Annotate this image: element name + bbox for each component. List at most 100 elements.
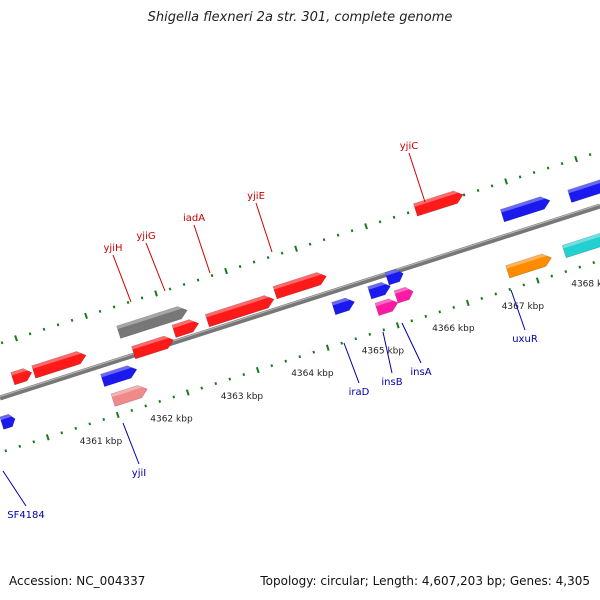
lower-gene-arrow[interactable] [367,280,393,300]
ruler-minor-tick [308,242,312,246]
ruler-minor-tick [476,188,480,192]
upper-gene-arrow[interactable] [567,169,600,203]
gene-arrow-body [131,335,174,360]
lower-gene-arrow[interactable] [384,267,405,286]
lower-gene-arrow[interactable] [100,363,139,387]
ruler-major-tick [535,277,540,284]
ruler-minor-tick [98,309,102,313]
gene-label-yjii[interactable]: yjiI [132,468,146,479]
ruler-minor-tick [490,184,494,188]
ruler-minor-tick [214,382,218,386]
ruler-minor-tick [56,323,60,327]
lower-gene-leader-line [401,322,422,364]
ruler-minor-tick [298,355,302,359]
gene-label-yjih[interactable]: yjiH [104,243,123,254]
upper-gene-arrow[interactable] [171,317,201,338]
gene-arrow-body [31,351,87,379]
gene-label-sf4184[interactable]: SF4184 [7,510,45,521]
gene-arrow-highlight [0,414,12,421]
ruler-minor-tick [228,377,232,381]
upper-gene-arrow[interactable] [499,194,552,223]
ruler-minor-tick [592,261,596,265]
upper-ruler-track [0,153,592,345]
kbp-tick-label: 4362 kbp [150,414,193,424]
gene-arrow-body [0,413,16,430]
upper-gene-arrow[interactable] [116,304,190,339]
lower-gene-arrow[interactable] [374,297,400,316]
accession-label: Accession: NC_004337 [9,574,146,588]
lower-gene-arrow[interactable] [110,383,149,407]
lower-gene-arrow[interactable] [561,225,600,259]
ruler-major-tick [395,322,400,329]
upper-gene-arrow[interactable] [204,293,276,328]
ruler-minor-tick [588,153,592,157]
ruler-major-tick [185,389,190,396]
gene-label-yjig[interactable]: yjiG [136,231,155,242]
upper-gene-arrow[interactable] [131,334,176,360]
kbp-tick-label: 4368 kbp [571,280,600,290]
ruler-minor-tick [284,359,288,363]
gene-arrow-body [331,297,356,316]
ruler-minor-tick [378,220,382,224]
ruler-minor-tick [88,422,92,426]
lower-gene-arrow[interactable] [393,285,415,304]
gene-arrow-body [413,190,464,217]
gene-arrow-highlight [116,306,183,330]
ruler-major-tick [115,411,120,419]
ruler-minor-tick [102,417,106,421]
genome-title: Shigella flexneri 2a str. 301, complete … [147,10,453,25]
ruler-major-tick [154,290,158,297]
ruler-major-tick [325,344,330,351]
ruler-major-tick [45,434,50,441]
kbp-tick-label: 4364 kbp [291,369,334,379]
lower-gene-arrow[interactable] [331,296,357,316]
upper-gene-leader-line [408,152,426,203]
lower-gene-arrow[interactable] [0,413,17,430]
gene-label-irad[interactable]: iraD [349,387,370,398]
ruler-minor-tick [18,444,22,448]
upper-gene-arrow[interactable] [10,366,34,386]
gene-label-yjic[interactable]: yjiC [400,141,418,152]
gene-label-iada[interactable]: iadA [183,213,205,224]
gene-arrow-highlight [131,336,169,350]
upper-gene-arrow[interactable] [31,349,88,379]
ruler-minor-tick [28,332,32,336]
gene-arrow-highlight [374,298,394,307]
ruler-major-tick [364,223,368,230]
gene-label-yjie[interactable]: yjiE [247,191,265,202]
ruler-minor-tick [424,314,428,318]
ruler-minor-tick [4,449,8,453]
upper-gene-arrow[interactable] [413,189,465,217]
gene-arrow-body [499,196,551,223]
gene-arrow-body [567,170,600,203]
gene-label-insb[interactable]: insB [381,377,402,388]
ruler-minor-tick [182,282,186,287]
ruler-minor-tick [438,310,442,314]
ruler-minor-tick [532,170,536,175]
gene-arrow-body [110,385,148,407]
ruler-minor-tick [452,305,456,309]
lower-gene-leader-line [382,331,393,374]
kbp-tick-label: 4365 kbp [362,347,405,357]
ruler-major-tick [504,178,508,185]
ruler-major-tick [224,267,228,275]
ruler-minor-tick [340,341,344,345]
gene-label-uxur[interactable]: uxuR [512,334,538,345]
gene-arrow-body [374,298,399,316]
ruler-major-tick [574,155,578,163]
ruler-minor-tick [550,274,554,278]
ruler-minor-tick [172,395,176,399]
ruler-minor-tick [270,364,274,368]
ruler-minor-tick [480,296,484,300]
gene-arrow-body [367,282,391,300]
ruler-minor-tick [112,305,116,309]
lower-gene-arrow[interactable] [505,252,554,279]
kbp-tick-label: 4363 kbp [221,392,264,402]
ruler-minor-tick [42,327,46,331]
ruler-minor-tick [578,265,582,269]
upper-gene-arrow[interactable] [272,270,328,300]
gene-label-insa[interactable]: insA [410,367,431,378]
ruler-minor-tick [354,337,358,341]
gene-arrow-highlight [562,227,600,249]
